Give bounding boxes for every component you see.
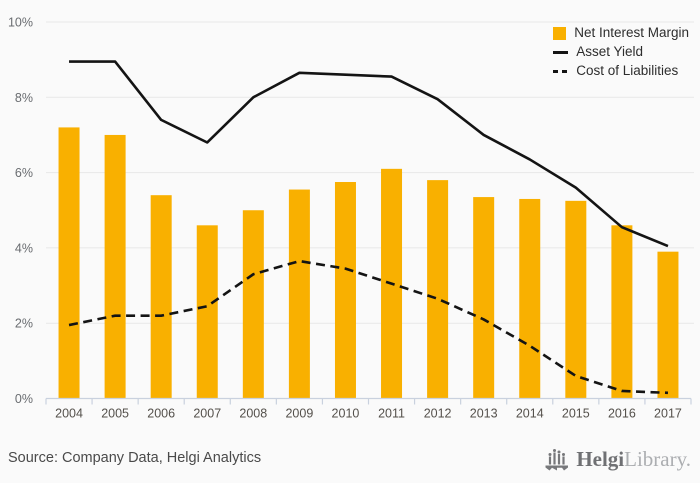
helgi-library-logo: HelgiLibrary. (544, 444, 691, 474)
legend-item-net-interest-margin: Net Interest Margin (553, 26, 689, 40)
legend-label: Asset Yield (576, 44, 643, 59)
y-axis-tick-label: 0% (15, 392, 33, 406)
chart-legend: Net Interest Margin Asset Yield Cost of … (553, 26, 689, 78)
bar-2010 (334, 182, 356, 399)
x-axis-tick-label: 2014 (516, 407, 544, 421)
bar-2016 (611, 225, 633, 399)
x-axis-tick-label: 2006 (147, 407, 175, 421)
solid-line-swatch-icon (553, 50, 569, 54)
y-axis-tick-label: 6% (15, 166, 33, 180)
legend-item-cost-of-liabilities: Cost of Liabilities (553, 64, 689, 78)
bar-2013 (473, 197, 495, 399)
x-axis-tick-label: 2013 (470, 407, 498, 421)
x-axis-tick-label: 2011 (378, 407, 405, 421)
asset-yield-line (69, 60, 669, 248)
x-axis-tick-label: 2017 (654, 407, 682, 421)
bar-2012 (427, 180, 449, 399)
logo-wordmark: HelgiLibrary. (576, 447, 691, 471)
x-axis-tick-label: 2012 (424, 407, 452, 421)
legend-item-asset-yield: Asset Yield (553, 45, 689, 59)
source-note: Source: Company Data, Helgi Analytics (8, 450, 262, 466)
cost-of-liabilities-line (68, 259, 669, 395)
x-axis-tick-label: 2009 (285, 407, 313, 421)
bar-swatch-icon (553, 26, 567, 40)
bar-2014 (519, 198, 541, 399)
chart-canvas: 0% 2% 4% 6% 8% 10% 2004 2005 2006 2007 2008 2009 201… (8, 16, 694, 421)
x-axis-tick-label: 2010 (332, 407, 360, 421)
x-axis-tick-label: 2005 (101, 407, 129, 421)
bar-2008 (242, 210, 264, 399)
bar-2007 (196, 225, 218, 399)
y-axis-tick-label: 4% (15, 241, 33, 255)
y-axis-tick-label: 8% (15, 91, 33, 105)
x-axis-tick-label: 2008 (239, 407, 267, 421)
x-axis-tick-label: 2004 (55, 407, 83, 421)
bar-2004 (58, 127, 80, 399)
helgi-library-logo-icon (545, 448, 569, 470)
bar-2015 (565, 200, 587, 399)
legend-label: Net Interest Margin (574, 25, 689, 40)
legend-label: Cost of Liabilities (576, 63, 679, 78)
bar-2005 (104, 134, 126, 399)
bar-2009 (288, 189, 310, 399)
x-axis-tick-label: 2007 (193, 407, 221, 421)
bar-2017 (657, 251, 679, 399)
x-axis-tick-label: 2016 (608, 407, 636, 421)
y-axis-tick-label: 2% (15, 317, 33, 331)
bar-2006 (150, 195, 172, 399)
x-axis-tick-label: 2015 (562, 407, 590, 421)
dashed-line-swatch-icon (553, 69, 569, 73)
y-axis-tick-label: 10% (8, 16, 33, 30)
